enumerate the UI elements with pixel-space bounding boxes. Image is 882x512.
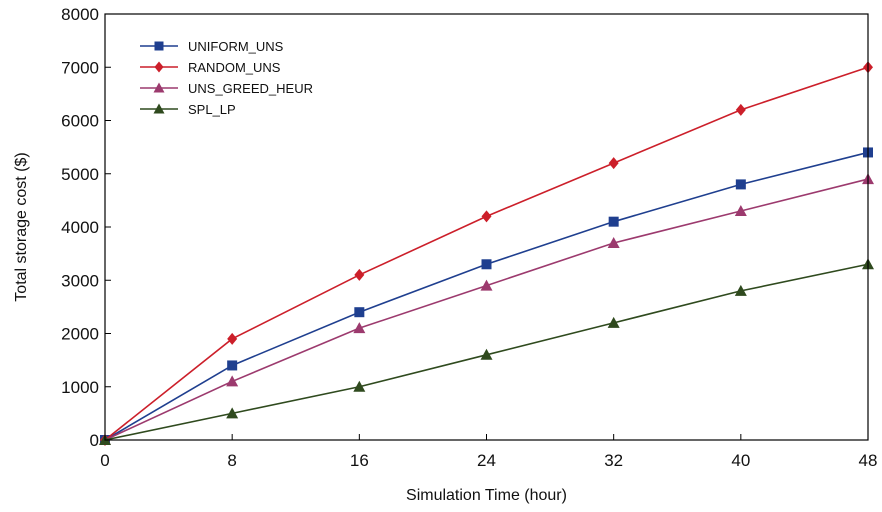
series-line-uniform-uns [104,151,869,441]
legend-marker [154,41,164,51]
x-tick-label: 48 [859,451,878,470]
data-point [226,375,239,387]
x-tick-label: 8 [227,451,236,470]
y-tick-label: 3000 [61,271,99,290]
data-point [354,307,365,318]
y-tick-label: 6000 [61,112,99,131]
y-tick-label: 7000 [61,58,99,77]
legend: UNIFORM_UNS RANDOM_UNS UNS_GREED_HEUR SPL_L… [140,39,313,117]
data-point [734,284,747,296]
y-tick-label: 1000 [61,378,99,397]
data-point [735,179,746,190]
x-tick-label: 32 [604,451,623,470]
axes: 0 8 16 24 32 40 48 0 1000 2000 3000 4000 5000 6000 700… [61,5,877,470]
data-point [227,332,238,345]
y-tick-label: 4000 [61,218,99,237]
y-axis-title: Total storage cost ($) [13,152,30,301]
legend-label: RANDOM_UNS [188,60,281,75]
legend-marker [153,82,165,93]
legend-marker [153,103,165,114]
legend-label: SPL_LP [188,102,236,117]
data-point [607,316,620,328]
data-point [226,407,239,419]
data-point [354,268,365,281]
data-point [608,216,619,227]
x-tick-label: 0 [100,451,109,470]
data-point [608,157,619,170]
data-point [481,259,492,270]
y-tick-label: 0 [90,431,99,450]
x-tick-label: 24 [477,451,496,470]
legend-label: UNIFORM_UNS [188,39,284,54]
y-tick-label: 8000 [61,5,99,24]
data-point [353,380,366,392]
y-tick-label: 5000 [61,165,99,184]
plot-frame [104,13,869,441]
data-point [481,210,492,223]
x-axis-title: Simulation Time (hour) [406,487,567,504]
data-point [607,236,620,248]
data-point [227,360,238,371]
x-tick-label: 40 [731,451,750,470]
plot-area [99,61,874,446]
series-line-random-uns [104,66,869,441]
data-point [353,322,366,334]
y-tick-label: 2000 [61,325,99,344]
legend-marker [154,61,164,73]
x-tick-label: 16 [350,451,369,470]
data-point [480,279,493,291]
data-point [480,348,493,360]
data-point [735,103,746,116]
data-point [734,205,747,217]
legend-label: UNS_GREED_HEUR [188,81,313,96]
